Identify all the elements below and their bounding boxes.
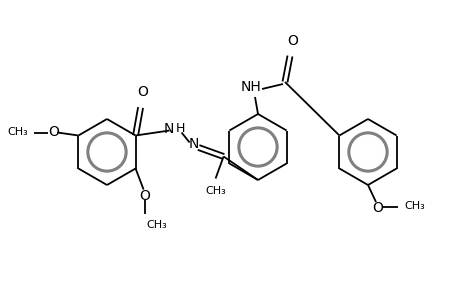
- Text: O: O: [287, 34, 298, 48]
- Text: NH: NH: [240, 80, 261, 94]
- Text: O: O: [139, 188, 150, 203]
- Text: CH₃: CH₃: [8, 127, 28, 136]
- Text: N: N: [188, 136, 198, 151]
- Text: CH₃: CH₃: [205, 187, 225, 196]
- Text: H: H: [175, 122, 185, 135]
- Text: N: N: [163, 122, 174, 136]
- Text: CH₃: CH₃: [146, 220, 167, 230]
- Text: O: O: [48, 124, 59, 139]
- Text: O: O: [137, 85, 148, 98]
- Text: CH₃: CH₃: [403, 201, 424, 211]
- Text: O: O: [372, 201, 383, 215]
